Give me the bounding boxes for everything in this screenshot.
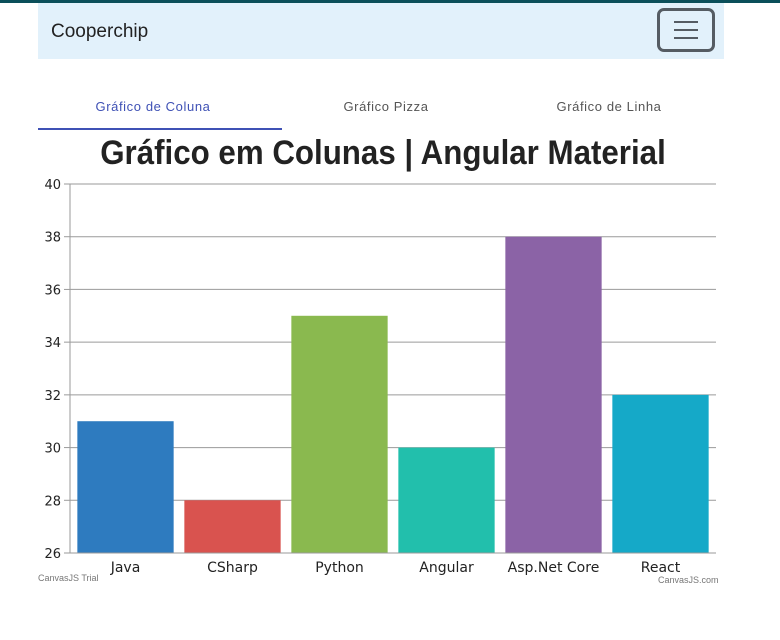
y-tick-label: 36 <box>44 283 61 298</box>
chart-container: Gráfico em Colunas | Angular Material 26… <box>0 130 780 600</box>
brand-name[interactable]: Cooperchip <box>51 21 149 42</box>
chart-tabs: Gráfico de Coluna Gráfico Pizza Gráfico … <box>38 88 724 130</box>
y-tick-label: 34 <box>44 336 61 351</box>
y-tick-label: 30 <box>44 442 61 457</box>
top-rule <box>0 0 780 3</box>
y-tick-label: 38 <box>44 231 61 246</box>
canvasjs-trial-credit: CanvasJS Trial <box>38 573 99 583</box>
menu-button[interactable] <box>657 8 715 52</box>
bar-asp-net-core[interactable] <box>505 236 602 553</box>
y-tick-label: 28 <box>44 494 61 509</box>
navbar: Cooperchip <box>38 3 724 59</box>
column-chart: 26 28 30 32 34 36 38 40 Java CSharp Python Angular A… <box>44 178 716 576</box>
canvasjs-link[interactable]: CanvasJS.com <box>658 575 719 585</box>
x-tick-label: Python <box>315 560 364 576</box>
y-tick-label: 32 <box>44 389 61 404</box>
y-tick-label: 40 <box>44 178 61 193</box>
bar-csharp[interactable] <box>184 500 281 553</box>
tab-pie-chart[interactable]: Gráfico Pizza <box>343 99 429 114</box>
tab-line-chart[interactable]: Gráfico de Linha <box>556 99 662 114</box>
chart-title: Gráfico em Colunas | Angular Material <box>100 134 666 172</box>
bar-react[interactable] <box>612 394 709 553</box>
y-tick-label: 26 <box>44 547 61 562</box>
bar-java[interactable] <box>77 421 174 553</box>
x-tick-label: Java <box>110 560 141 576</box>
bar-angular[interactable] <box>398 447 495 553</box>
x-tick-label: CSharp <box>207 560 258 576</box>
bar-python[interactable] <box>291 315 388 553</box>
tab-column-chart[interactable]: Gráfico de Coluna <box>95 99 211 114</box>
x-tick-label: Asp.Net Core <box>508 560 600 576</box>
x-tick-label: Angular <box>419 560 474 576</box>
x-tick-label: React <box>641 560 681 576</box>
active-tab-indicator <box>38 128 282 130</box>
